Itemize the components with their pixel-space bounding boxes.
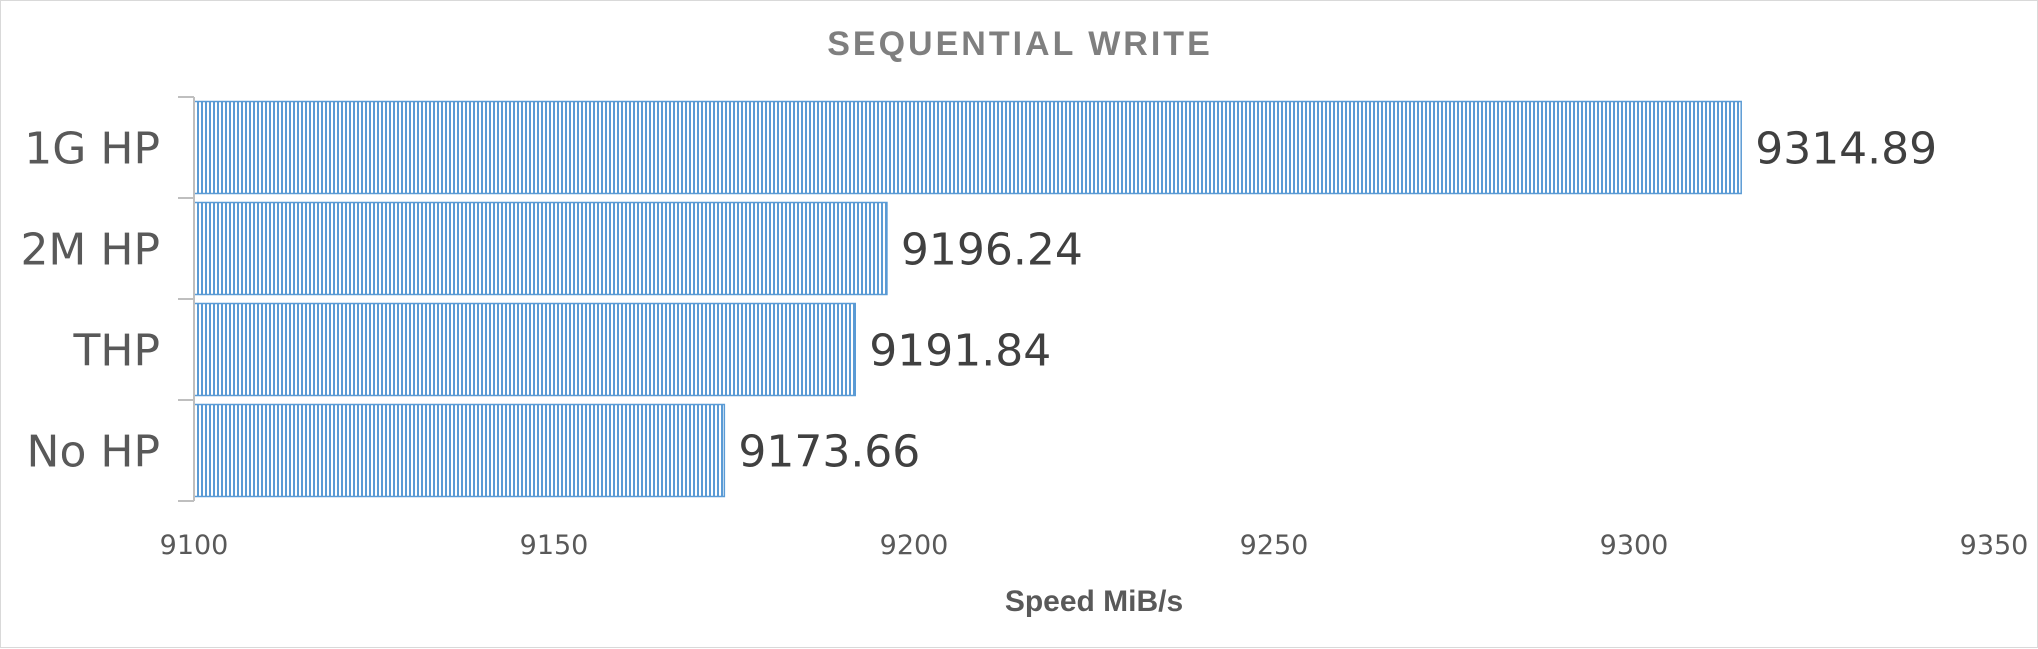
data-label: 9191.84 <box>869 326 1051 377</box>
x-tick-label: 9250 <box>1240 530 1309 561</box>
bars-layer: 9314.89 9196.24 9191.84 9173.66 <box>193 100 1937 498</box>
value-axis: 9100 9150 9200 9250 9300 9350 <box>160 530 2029 561</box>
category-label: 2M HP <box>20 225 160 276</box>
bar-no-hp <box>193 403 726 498</box>
data-label: 9196.24 <box>901 225 1083 276</box>
category-label: THP <box>73 326 161 377</box>
bar-2m-hp <box>193 201 888 296</box>
x-axis-title: Speed MiB/s <box>1005 585 1183 618</box>
data-label: 9173.66 <box>738 427 920 478</box>
data-label: 9314.89 <box>1755 124 1937 175</box>
x-tick-label: 9350 <box>1960 530 2029 561</box>
x-tick-label: 9150 <box>520 530 589 561</box>
x-tick-label: 9200 <box>880 530 949 561</box>
category-label: 1G HP <box>24 124 160 175</box>
bar-1g-hp <box>193 100 1742 195</box>
category-axis: 1G HP 2M HP THP No HP <box>20 96 195 502</box>
x-tick-label: 9300 <box>1600 530 1669 561</box>
x-tick-label: 9100 <box>160 530 229 561</box>
bar-thp <box>193 302 856 397</box>
category-label: No HP <box>27 427 160 478</box>
chart-title: SEQUENTIAL WRITE <box>827 25 1213 63</box>
